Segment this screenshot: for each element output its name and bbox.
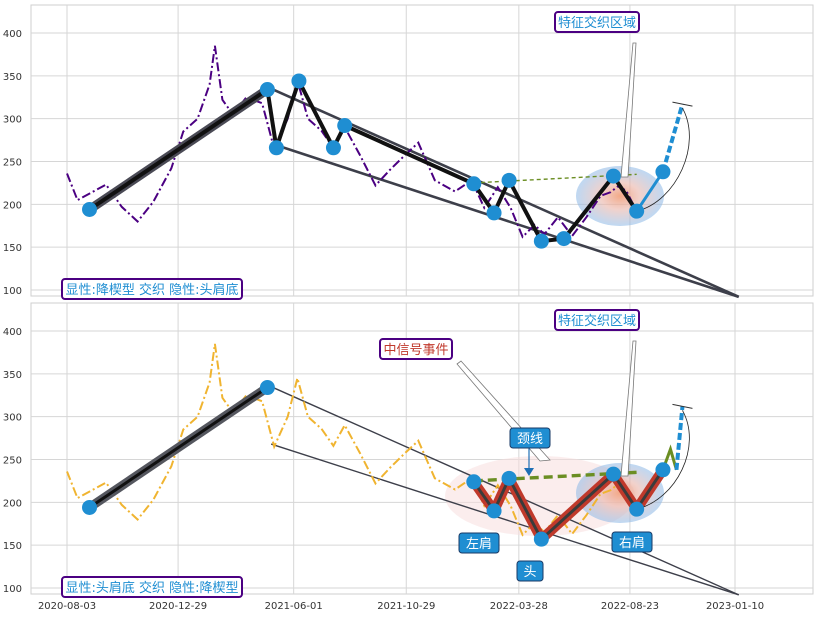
pivot-marker (501, 470, 517, 486)
top-textbox: 显性:降楔型 交织 隐性:头肩底 (61, 278, 243, 300)
pivot-marker (466, 474, 482, 490)
pivot-marker (501, 172, 517, 188)
y-tick-label: 100 (3, 286, 22, 297)
neckline-pointer-head (524, 468, 534, 476)
head-tag-label: 头 (523, 565, 536, 580)
signal-event-label: 中信号事件 (383, 343, 448, 358)
x-tick-label: 2021-10-29 (377, 601, 435, 612)
pivot-marker (629, 501, 645, 517)
top-y-tick-labels: 100 150 200 250 300 350 400 (3, 29, 22, 297)
pivot-marker (533, 531, 549, 547)
pattern-leg (88, 386, 269, 509)
bottom-y-tick-labels: 100 150 200 250 300 350 400 (3, 327, 22, 595)
pivot-marker (605, 168, 621, 184)
pivot-marker (82, 201, 98, 217)
y-tick-label: 350 (3, 72, 22, 83)
neckline-tag: 颈线 (509, 427, 551, 449)
right-shoulder-tag: 右肩 (611, 531, 653, 553)
price-line (66, 343, 636, 537)
y-tick-label: 350 (3, 370, 22, 381)
pivot-marker (291, 73, 307, 89)
pivot-marker (629, 203, 645, 219)
x-tick-label: 2022-03-28 (490, 601, 548, 612)
left-shoulder-label: 左肩 (466, 536, 492, 552)
y-tick-label: 300 (3, 115, 22, 126)
top-callout-label: 特征交织区域 (558, 15, 636, 31)
top-pattern-path (85, 79, 639, 244)
projection-cap (672, 403, 693, 409)
pivot-marker (337, 118, 353, 134)
y-tick-label: 250 (3, 158, 22, 169)
bottom-callout-arrow (620, 340, 637, 477)
y-tick-label: 250 (3, 456, 22, 467)
pivot-marker (268, 140, 284, 156)
x-tick-label: 2023-01-10 (706, 601, 764, 612)
pivot-marker (486, 503, 502, 519)
y-tick-label: 300 (3, 413, 22, 424)
pivot-marker (556, 231, 572, 247)
pivot-marker (259, 82, 275, 98)
top-callout-arrow (620, 42, 637, 178)
projection-target (661, 103, 685, 173)
top-callout-box: 特征交织区域 (554, 11, 640, 33)
pivot-marker (259, 380, 275, 396)
x-tick-label: 2021-06-01 (265, 601, 323, 612)
trend-line (270, 142, 740, 299)
y-tick-label: 100 (3, 584, 22, 595)
projection-target (674, 406, 685, 470)
pivot-marker (533, 233, 549, 249)
pivot-marker (82, 499, 98, 515)
price-line (66, 45, 636, 239)
top-price-line (66, 45, 636, 239)
bottom-panel: 100 150 200 250 300 350 400 2020-08-03 2020-12-… (3, 302, 814, 612)
y-tick-label: 400 (3, 327, 22, 338)
bottom-price-line (66, 343, 636, 537)
x-tick-label: 2022-08-23 (601, 601, 659, 612)
top-plot-frame (30, 4, 814, 297)
pattern-leg (87, 87, 270, 212)
bottom-textbox: 显性:头肩底 交织 隐性:降楔型 (61, 576, 243, 598)
bottom-textbox-label: 显性:头肩底 交织 隐性:降楔型 (65, 580, 238, 596)
signal-event-box: 中信号事件 (379, 338, 453, 360)
left-shoulder-tag: 左肩 (458, 532, 500, 554)
projection-curve (636, 410, 690, 510)
pivot-marker (605, 466, 621, 482)
projection-curve (636, 107, 690, 212)
pivot-marker (325, 140, 341, 156)
x-tick-label: 2020-12-29 (149, 601, 207, 612)
top-textbox-label: 显性:降楔型 交织 隐性:头肩底 (65, 282, 238, 298)
top-projection (635, 101, 693, 213)
trend-line (270, 443, 739, 596)
bottom-callout-box: 特征交织区域 (554, 309, 640, 331)
bottom-x-tick-labels: 2020-08-03 2020-12-29 2021-06-01 2021-10-29… (38, 601, 764, 612)
bottom-pivot-markers (82, 380, 671, 547)
projection-leg (635, 170, 665, 213)
pivot-marker (466, 176, 482, 192)
y-tick-label: 400 (3, 29, 22, 40)
y-tick-label: 150 (3, 541, 22, 552)
top-pivot-markers (82, 73, 671, 249)
right-shoulder-label: 右肩 (619, 535, 645, 551)
head-tag: 头 (516, 560, 544, 582)
x-tick-label: 2020-08-03 (38, 601, 96, 612)
pivot-marker (655, 462, 671, 478)
y-tick-label: 150 (3, 243, 22, 254)
y-tick-label: 200 (3, 498, 22, 509)
bottom-callout-label: 特征交织区域 (558, 313, 636, 329)
top-panel: 100 150 200 250 300 350 400 特征交织区域 显性:降楔型 交织 隐… (3, 4, 814, 300)
projection-cap (672, 101, 693, 107)
pivot-marker (655, 164, 671, 180)
y-tick-label: 200 (3, 200, 22, 211)
neckline-tag-label: 颈线 (517, 432, 543, 447)
pattern-zigzag (265, 79, 639, 244)
pivot-marker (486, 205, 502, 221)
